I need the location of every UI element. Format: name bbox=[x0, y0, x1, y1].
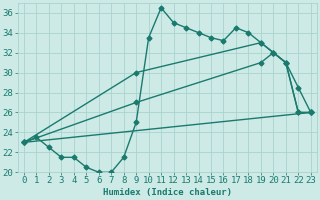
X-axis label: Humidex (Indice chaleur): Humidex (Indice chaleur) bbox=[103, 188, 232, 197]
